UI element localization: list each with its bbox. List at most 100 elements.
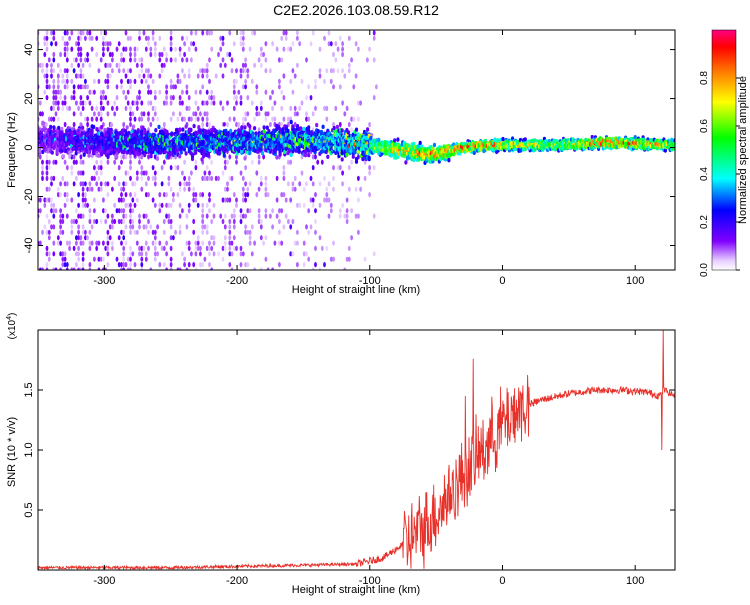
spectrogram-cell [99, 30, 103, 36]
spectrogram-cell [289, 224, 293, 230]
spectrogram-cell [223, 62, 227, 68]
spectrogram-cell [117, 62, 121, 68]
spectrogram-cell [54, 111, 58, 117]
spectrogram-cell [56, 89, 60, 95]
spectrogram-cell [347, 121, 351, 128]
spectrogram-cell [61, 78, 65, 84]
spectrogram-cell [72, 218, 76, 225]
spectrogram-cell [205, 224, 209, 230]
spectrogram-cell [111, 224, 114, 230]
spectrogram-cell [52, 78, 56, 84]
spectrogram-cell [143, 129, 147, 134]
spectrogram-cell [168, 151, 172, 156]
spectrogram-cell [182, 147, 187, 152]
spectrogram-cell [190, 251, 193, 257]
spectrogram-cell [347, 245, 351, 251]
spectrogram-cell [275, 197, 279, 203]
spectrogram-cell [354, 156, 359, 162]
spectrogram-cell [93, 218, 96, 225]
spectrogram-cell [181, 170, 184, 176]
spectrogram-cell [59, 208, 62, 214]
spectrogram-cell [122, 46, 126, 52]
spectrogram-cell [178, 100, 182, 106]
spectrogram-cell [214, 175, 218, 181]
spectrogram-cell [257, 186, 261, 192]
spectrogram-cell [167, 218, 171, 225]
spectrogram-cell [38, 148, 42, 154]
spectrogram-cell [375, 84, 378, 90]
spectrogram-cell [350, 116, 353, 122]
spectrogram-cell [50, 175, 53, 181]
spectrogram-cell [217, 175, 220, 181]
spectrogram-cell [341, 41, 344, 47]
spectrogram-cell [377, 137, 381, 142]
spectrogram-cell [309, 41, 313, 47]
spectrogram-cell [38, 62, 42, 68]
spectrogram-cell [372, 149, 376, 154]
spectrogram-cell [115, 46, 119, 52]
spectrogram-cell [41, 165, 44, 171]
spectrogram-cell [147, 73, 150, 79]
spectrogram-cell [235, 245, 238, 251]
spectrogram-cell [59, 240, 62, 246]
spectrogram-cell [50, 116, 53, 122]
spectrogram-cell [149, 224, 153, 230]
spectrogram-cell [296, 202, 299, 208]
spectrogram-cell [120, 218, 123, 225]
spectrogram-cell [183, 41, 187, 47]
spectrogram-cell [244, 229, 248, 235]
spectrogram-cell [221, 245, 225, 251]
spectrogram-cell [50, 208, 53, 214]
spectrogram-cell [117, 197, 121, 203]
spectrogram-cell [81, 192, 85, 198]
spectrogram-cell [239, 251, 243, 257]
spectrogram-cell [325, 105, 329, 111]
spectrogram-cell [65, 46, 69, 52]
spectrogram-cell [122, 208, 126, 214]
spectrogram-cell [56, 116, 60, 122]
spectrogram-cell [70, 62, 74, 68]
spectrogram-cell [248, 229, 252, 235]
spectrogram-cell [47, 57, 51, 63]
spectrogram-cell [332, 186, 335, 192]
spectrogram-cell [221, 41, 225, 47]
spectrogram-cell [63, 51, 67, 58]
spectrogram-cell [84, 181, 87, 187]
spectrogram-cell [147, 116, 150, 122]
spectrogram-cell [122, 256, 126, 262]
spectrogram-cell [129, 121, 132, 128]
spectrogram-cell [226, 121, 229, 128]
spectrogram-cell [72, 267, 76, 270]
spectrogram-cell [169, 267, 173, 270]
spectrogram-cell [142, 245, 146, 251]
spectrogram-cell [126, 35, 130, 41]
spectrogram-cell [115, 105, 119, 111]
spectrogram-cell [41, 120, 45, 126]
spectrogram-cell [160, 68, 164, 74]
spectrogram-cell [187, 181, 191, 187]
spectrogram-cell [106, 213, 110, 219]
spectrogram-cell [291, 251, 295, 257]
spectrogram-cell [59, 181, 62, 187]
spectrogram-cell [359, 186, 362, 192]
spectrogram-cell [147, 175, 150, 181]
spectrogram-cell [84, 100, 87, 106]
spectrogram-cell [70, 170, 74, 176]
spectrogram-cell [153, 245, 157, 251]
spectrogram-cell [147, 154, 150, 160]
spectrogram-cell [336, 46, 340, 52]
spectrogram-cell [192, 218, 196, 225]
spectrogram-cell [43, 197, 47, 203]
spectrogram-cell [81, 181, 85, 187]
spectrogram-cell [264, 181, 268, 187]
spectrogram-cell [232, 224, 236, 230]
spectrogram-cell [250, 100, 254, 106]
spectrogram-cell [201, 84, 205, 90]
spectrogram-cell [194, 116, 198, 122]
spectrogram-cell [222, 122, 226, 127]
spectrogram-cell [311, 197, 315, 203]
spectrogram-cell [210, 89, 214, 95]
spectrogram-cell [205, 245, 209, 251]
spectrogram-cell [158, 73, 162, 79]
